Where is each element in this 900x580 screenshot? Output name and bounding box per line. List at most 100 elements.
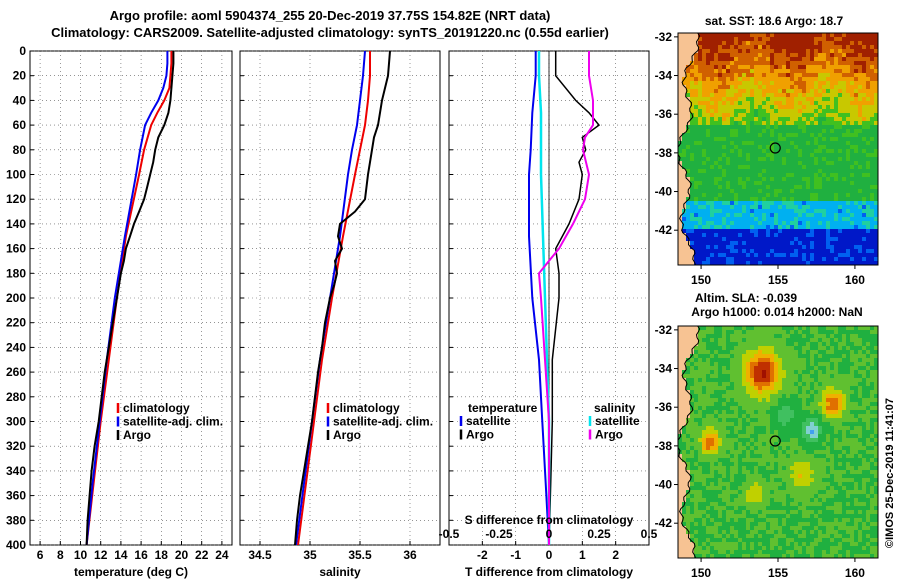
map-cell bbox=[846, 434, 851, 439]
map-cell bbox=[830, 394, 835, 399]
map-cell bbox=[874, 402, 878, 407]
map-cell bbox=[814, 374, 819, 379]
map-cell bbox=[850, 434, 855, 439]
map-cell bbox=[810, 338, 815, 343]
map-cell bbox=[686, 89, 691, 94]
map-cell bbox=[702, 474, 707, 479]
map-cell bbox=[842, 93, 847, 98]
map-cell bbox=[690, 153, 695, 158]
map-cell bbox=[734, 197, 739, 202]
map-cell bbox=[710, 81, 715, 86]
map-cell bbox=[786, 105, 791, 110]
map-cell bbox=[874, 85, 878, 90]
map-cell bbox=[850, 390, 855, 395]
map-cell bbox=[786, 89, 791, 94]
map-cell bbox=[758, 153, 763, 158]
map-cell bbox=[862, 173, 867, 178]
map-cell bbox=[786, 129, 791, 134]
map-cell bbox=[722, 201, 727, 206]
map-cell bbox=[846, 133, 851, 138]
map-cell bbox=[770, 382, 775, 387]
map-cell bbox=[826, 326, 831, 331]
map-cell bbox=[786, 237, 791, 242]
map-cell bbox=[814, 253, 819, 258]
map-cell bbox=[834, 37, 839, 42]
map-cell bbox=[754, 390, 759, 395]
map-cell bbox=[722, 382, 727, 387]
map-cell bbox=[758, 89, 763, 94]
map-cell bbox=[798, 378, 803, 383]
map-cell bbox=[774, 478, 779, 483]
map-cell bbox=[758, 374, 763, 379]
map-cell bbox=[838, 77, 843, 82]
map-cell bbox=[826, 85, 831, 90]
map-cell bbox=[718, 438, 723, 443]
map-cell bbox=[746, 225, 751, 230]
map-cell bbox=[870, 185, 875, 190]
map-cell bbox=[838, 402, 843, 407]
map-cell bbox=[718, 257, 723, 262]
map-cell bbox=[718, 161, 723, 166]
map-cell bbox=[730, 117, 735, 122]
map-cell bbox=[762, 434, 767, 439]
map-cell bbox=[730, 354, 735, 359]
map-cell bbox=[722, 334, 727, 339]
map-cell bbox=[690, 33, 695, 38]
map-cell bbox=[874, 49, 878, 54]
map-cell bbox=[710, 478, 715, 483]
map-cell bbox=[838, 394, 843, 399]
map-cell bbox=[778, 450, 783, 455]
map-cell bbox=[870, 414, 875, 419]
map-cell bbox=[710, 69, 715, 74]
map-cell bbox=[826, 237, 831, 242]
map-cell bbox=[838, 326, 843, 331]
map-cell bbox=[874, 390, 878, 395]
map-cell bbox=[826, 165, 831, 170]
map-cell bbox=[702, 261, 707, 265]
map-cell bbox=[690, 69, 695, 74]
map-cell bbox=[722, 434, 727, 439]
map-cell bbox=[786, 410, 791, 415]
map-cell bbox=[818, 37, 823, 42]
map-cell bbox=[758, 386, 763, 391]
map-cell bbox=[834, 330, 839, 335]
map-cell bbox=[790, 93, 795, 98]
map-cell bbox=[758, 165, 763, 170]
map-cell bbox=[698, 241, 703, 246]
map-cell bbox=[686, 121, 691, 126]
map-cell bbox=[806, 378, 811, 383]
map-cell bbox=[850, 370, 855, 375]
map-cell bbox=[874, 338, 878, 343]
map-cell bbox=[682, 249, 687, 254]
map-cell bbox=[858, 41, 863, 46]
map-cell bbox=[862, 382, 867, 387]
map-cell bbox=[786, 37, 791, 42]
map-cell bbox=[730, 153, 735, 158]
map-cell bbox=[766, 358, 771, 363]
map-cell bbox=[722, 53, 727, 58]
map-cell bbox=[810, 342, 815, 347]
map-cell bbox=[846, 354, 851, 359]
map-cell bbox=[754, 386, 759, 391]
map-cell bbox=[690, 394, 695, 399]
map-cell bbox=[814, 73, 819, 78]
map-cell bbox=[850, 346, 855, 351]
map-cell bbox=[750, 189, 755, 194]
map-cell bbox=[814, 326, 819, 331]
map-cell bbox=[870, 221, 875, 226]
map-cell bbox=[698, 177, 703, 182]
map-cell bbox=[734, 157, 739, 162]
map-cell bbox=[726, 57, 731, 62]
map-cell bbox=[830, 49, 835, 54]
map-cell bbox=[694, 41, 699, 46]
map-cell bbox=[730, 229, 735, 234]
map-cell bbox=[786, 65, 791, 70]
map-cell bbox=[722, 249, 727, 254]
map-cell bbox=[698, 366, 703, 371]
map-cell bbox=[826, 41, 831, 46]
map-cell bbox=[838, 181, 843, 186]
map-cell bbox=[810, 478, 815, 483]
map-cell bbox=[774, 362, 779, 367]
map-cell bbox=[722, 117, 727, 122]
map-cell bbox=[766, 386, 771, 391]
